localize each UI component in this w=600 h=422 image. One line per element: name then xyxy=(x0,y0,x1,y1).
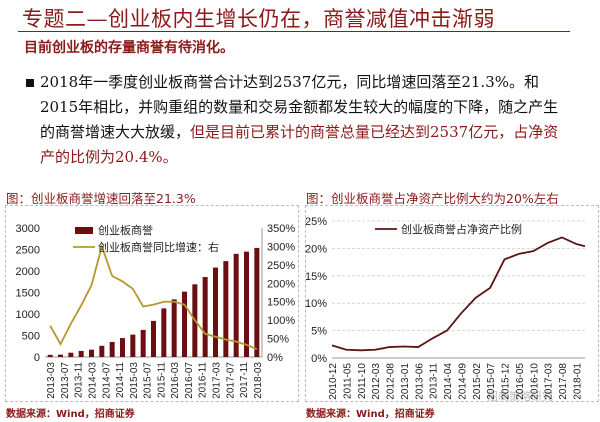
x-tick-label: 2015-07 xyxy=(486,363,497,400)
x-tick-label: 2013-11 xyxy=(429,363,440,399)
x-tick-label: 2014-07 xyxy=(101,362,112,399)
y-tick-label: 10% xyxy=(305,298,327,310)
left-y-tick-label: 1000 xyxy=(16,309,40,321)
right-y-tick-label: 200% xyxy=(267,278,295,290)
left-y-tick-label: 500 xyxy=(22,331,40,343)
right-y-tick-label: 100% xyxy=(267,315,295,327)
bar xyxy=(109,341,115,357)
x-tick-label: 2013-11 xyxy=(74,362,85,398)
title-divider xyxy=(18,31,570,32)
left-chart-source: 数据来源：Wind，招商证券 xyxy=(6,409,135,420)
x-tick-label: 2017-07 xyxy=(225,362,236,399)
bar xyxy=(68,352,74,357)
bar xyxy=(151,320,156,357)
right-chart-frame xyxy=(305,205,599,402)
bar xyxy=(161,308,167,357)
x-tick-label: 2015-07 xyxy=(143,362,154,399)
legend-label: 创业板商誉 xyxy=(98,223,153,237)
y-tick-label: 5% xyxy=(311,326,327,338)
x-tick-label: 2014-11 xyxy=(115,362,126,398)
growth-line xyxy=(49,243,258,350)
y-tick-label: 25% xyxy=(305,216,327,228)
left-y-tick-label: 0 xyxy=(34,352,40,364)
bar xyxy=(140,329,146,357)
left-chart-frame xyxy=(5,205,299,402)
right-y-tick-label: 50% xyxy=(267,334,289,346)
bullet-highlight: 但是目前已累计的商誉总量已经达到2537亿元，占净资产的比例为20.4%。 xyxy=(40,123,559,166)
bar xyxy=(89,349,94,357)
left-y-tick-label: 2000 xyxy=(16,266,40,278)
bar xyxy=(223,261,229,357)
x-tick-label: 2013-03 xyxy=(46,362,57,399)
x-tick-label: 2018-03 xyxy=(253,362,264,399)
legend-label: 创业板商誉同比增速：右 xyxy=(98,240,219,254)
x-tick-label: 2010-12 xyxy=(328,363,339,400)
x-tick-label: 2017-03 xyxy=(212,362,223,399)
right-y-tick-label: 0% xyxy=(267,352,283,364)
x-tick-label: 2015-12 xyxy=(501,363,512,400)
x-tick-label: 2017-03 xyxy=(544,363,555,400)
y-tick-label: 15% xyxy=(305,271,327,283)
right-y-tick-label: 150% xyxy=(267,297,295,309)
left-chart-title: 图：创业板商誉增速回落至21.3% xyxy=(6,191,196,206)
x-tick-label: 2015-11 xyxy=(156,362,167,398)
x-tick-label: 2016-03 xyxy=(170,362,181,399)
x-tick-label: 2018-01 xyxy=(572,363,583,400)
y-tick-label: 0% xyxy=(311,353,327,365)
bar xyxy=(130,334,136,357)
x-tick-label: 2013-07 xyxy=(60,362,71,399)
bar xyxy=(233,253,239,357)
x-tick-label: 2014-03 xyxy=(88,362,99,399)
slide-title: 专题二—创业板内生增长仍在，商誉减值冲击渐弱 xyxy=(22,7,495,31)
bar xyxy=(254,247,260,357)
x-tick-label: 2014-09 xyxy=(457,363,468,400)
bar xyxy=(47,354,53,357)
legend-label: 创业板商誉占净资产比例 xyxy=(401,222,522,236)
bar xyxy=(202,277,208,357)
left-y-tick-label: 1500 xyxy=(16,288,40,300)
ratio-line xyxy=(331,236,586,352)
x-tick-label: 2011-10 xyxy=(357,363,368,399)
watermark: 招商策略研究 xyxy=(487,390,553,403)
right-y-tick-label: 300% xyxy=(267,241,295,253)
x-tick-label: 2015-03 xyxy=(129,362,140,399)
x-tick-label: 2016-07 xyxy=(184,362,195,399)
slide-subtitle: 目前创业板的存量商誉有待消化。 xyxy=(24,40,234,56)
bar xyxy=(58,354,63,357)
x-tick-label: 2015-02 xyxy=(472,363,483,400)
y-tick-label: 20% xyxy=(305,243,327,255)
right-chart-title: 图：创业板商誉占净资产比例大约为20%左右 xyxy=(306,191,559,206)
left-y-tick-label: 3000 xyxy=(16,223,40,235)
right-chart-source: 数据来源：Wind，招商证券 xyxy=(306,409,435,420)
bar xyxy=(213,267,218,357)
x-tick-label: 2016-11 xyxy=(198,362,209,398)
x-tick-label: 2014-04 xyxy=(443,363,454,400)
legend-bar-swatch xyxy=(75,227,93,234)
right-y-tick-label: 350% xyxy=(267,223,295,235)
x-tick-label: 2017-08 xyxy=(558,363,569,400)
right-y-tick-label: 250% xyxy=(267,260,295,272)
bar xyxy=(99,345,105,357)
x-tick-label: 2017-11 xyxy=(239,362,250,398)
x-tick-label: 2012-08 xyxy=(386,363,397,400)
x-tick-label: 2013-01 xyxy=(400,363,411,400)
x-tick-label: 2011-05 xyxy=(342,363,353,399)
x-tick-label: 2016-10 xyxy=(529,363,540,400)
bar xyxy=(78,350,84,357)
bullet-paragraph: 2018年一季度创业板商誉合计达到2537亿元，同比增速回落至21.3%。和20… xyxy=(26,70,570,170)
bar xyxy=(182,291,187,357)
left-y-tick-label: 2500 xyxy=(16,245,40,257)
bullet-square-icon xyxy=(26,79,34,87)
bullet-text: 2018年一季度创业板商誉合计达到2537亿元，同比增速回落至21.3%。和20… xyxy=(40,73,559,141)
bar xyxy=(244,251,249,357)
bar xyxy=(171,299,177,357)
x-tick-label: 2012-03 xyxy=(371,363,382,400)
bar xyxy=(120,338,125,357)
x-tick-label: 2013-06 xyxy=(414,363,425,400)
x-tick-label: 2016-05 xyxy=(515,363,526,400)
